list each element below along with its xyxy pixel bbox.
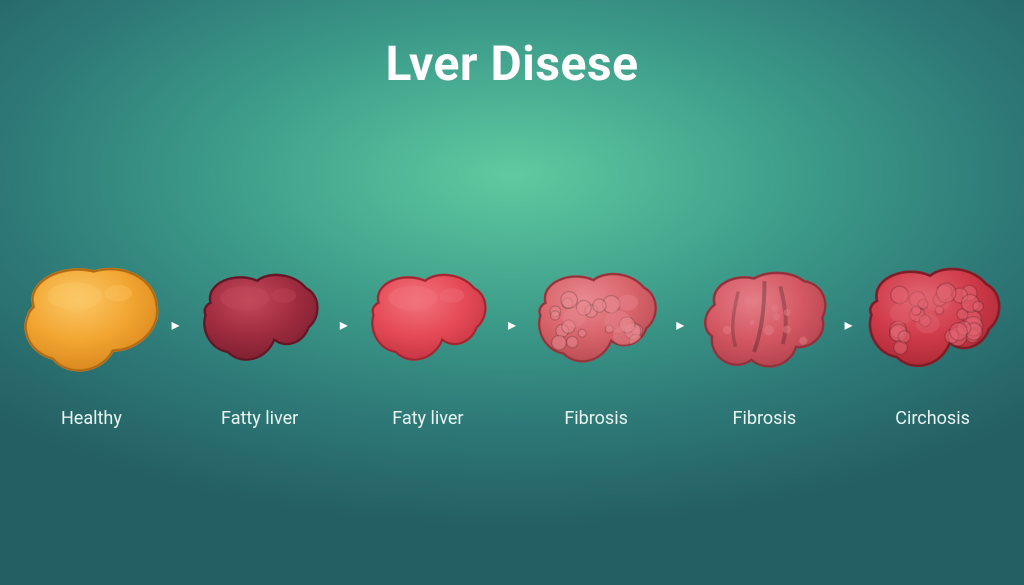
- page-title: Lver Disese: [0, 35, 1024, 92]
- stage-label: Healthy: [61, 408, 122, 429]
- liver-icon: [863, 264, 1003, 377]
- stage-label: Faty liver: [392, 408, 463, 429]
- liver-illustration: [21, 260, 161, 380]
- liver-icon: [697, 268, 832, 373]
- liver-illustration: [694, 260, 834, 380]
- arrow-icon: ▸: [505, 315, 518, 334]
- liver-illustration: [526, 260, 666, 380]
- liver-illustration: [358, 260, 498, 380]
- stage-cirrhosis: Circhosis: [861, 260, 1004, 429]
- arrow-icon: ▸: [169, 315, 182, 334]
- progression-row: Healthy ▸ Fatty liver ▸ Faty liver ▸: [0, 260, 1024, 429]
- liver-icon: [197, 271, 322, 369]
- stage-label: Fibrosis: [733, 408, 797, 429]
- liver-illustration: [190, 260, 330, 380]
- arrow-icon: ▸: [337, 315, 350, 334]
- liver-icon: [531, 270, 661, 371]
- liver-icon: [365, 271, 490, 369]
- liver-icon: [21, 266, 161, 375]
- stage-fatty2: Faty liver: [356, 260, 499, 429]
- stage-fibrosis1: Fibrosis: [525, 260, 668, 429]
- liver-illustration: [863, 260, 1003, 380]
- stage-label: Fatty liver: [221, 408, 298, 429]
- arrow-icon: ▸: [842, 315, 855, 334]
- stage-fatty1: Fatty liver: [188, 260, 331, 429]
- stage-healthy: Healthy: [20, 260, 163, 429]
- stage-label: Fibrosis: [564, 408, 628, 429]
- arrow-icon: ▸: [674, 315, 687, 334]
- stage-label: Circhosis: [895, 408, 970, 429]
- stage-fibrosis2: Fibrosis: [693, 260, 836, 429]
